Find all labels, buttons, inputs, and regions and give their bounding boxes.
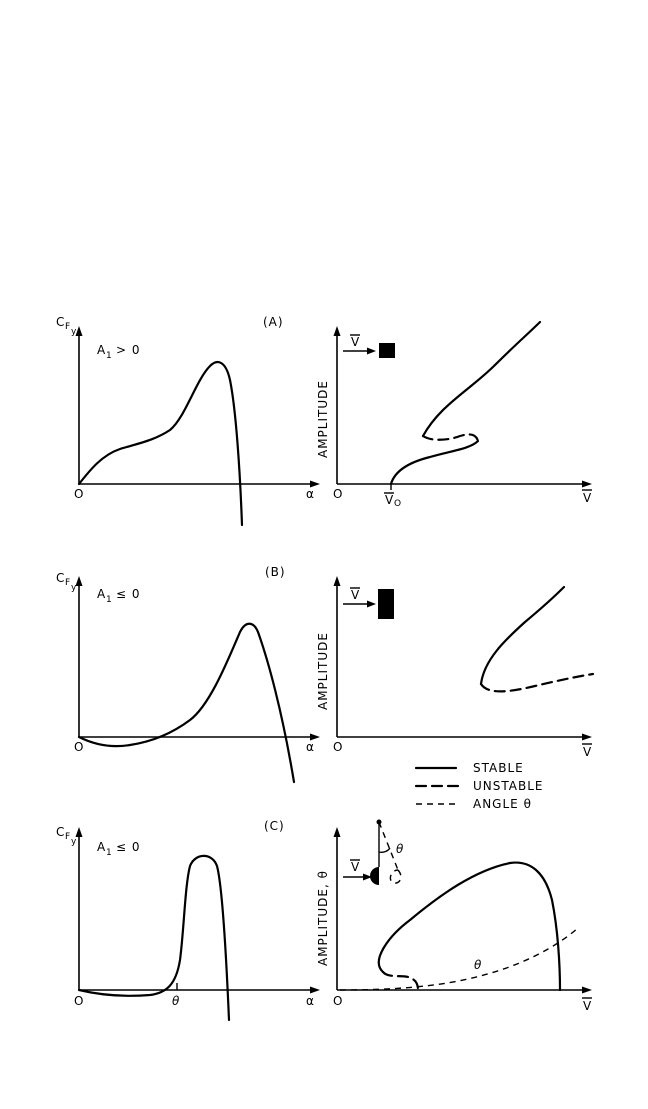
panel-a-unstable-branch <box>421 433 480 443</box>
panel-c-origin-right: O <box>333 994 343 1008</box>
panel-a-cfy-symbol: C <box>56 315 65 329</box>
panel-a-condition-a: A <box>97 343 106 357</box>
panel-b-unstable-branch <box>479 672 595 693</box>
panel-a-condition-rest: > 0 <box>116 343 141 357</box>
panel-c: C F y A 1 ≤ 0 O θ α (C) AMPLITUDE, θ V <box>56 819 592 1022</box>
panel-b-cfy-alpha-axes <box>75 576 320 741</box>
panel-b-alpha-label: α <box>306 740 315 754</box>
panel-c-theta-sketch-label: θ <box>396 842 404 856</box>
panel-c-cfy-alpha-axes <box>75 827 320 994</box>
panel-c-cfy-curve <box>77 854 231 1022</box>
panel-c-condition-a: A <box>97 840 106 854</box>
panel-c-cfy-sub-y: y <box>71 837 77 847</box>
panel-a-alpha-label: α <box>306 487 315 501</box>
panel-a-v0-label: V <box>385 493 394 507</box>
panel-b-amplitude-axes <box>333 576 592 741</box>
panel-b-cfy-symbol: C <box>56 571 65 585</box>
panel-a-amplitude-label: AMPLITUDE <box>316 380 330 458</box>
panel-b-tag: (B) <box>265 565 286 579</box>
panel-c-condition-rest: ≤ 0 <box>116 840 141 854</box>
panel-b-cfy-sub-f: F <box>65 578 70 588</box>
panel-a-condition-sub: 1 <box>106 351 112 361</box>
panel-c-stable-branch <box>377 861 562 992</box>
panel-a-stable-lower-branch <box>389 439 480 486</box>
panel-c-amplitude-label: AMPLITUDE, θ <box>316 870 330 966</box>
panel-c-vbar-label: V <box>583 999 592 1013</box>
panel-b-cfy-sub-y: y <box>71 583 77 593</box>
panel-c-unstable-branch <box>381 970 420 992</box>
panel-c-theta-label: θ <box>172 994 180 1008</box>
panel-b: C F y A 1 ≤ 0 O α (B) AMPLITUDE V O V <box>56 565 595 784</box>
panel-b-flow-arrowhead <box>367 600 376 608</box>
panel-c-tag: (C) <box>264 819 285 833</box>
panel-b-condition-sub: 1 <box>106 595 112 605</box>
panel-b-origin: O <box>74 740 84 754</box>
panel-b-cfy-curve <box>77 622 296 784</box>
panel-a-flow-v: V <box>351 335 360 349</box>
panel-a-vbar-label: V <box>583 491 592 505</box>
panel-a-cfy-sub-f: F <box>65 322 70 332</box>
panel-a: C F y A 1 > 0 O α (A) AMPLITUDE V O V O … <box>56 315 592 527</box>
panel-c-cfy-sub-f: F <box>65 832 70 842</box>
panel-c-condition-sub: 1 <box>106 848 112 858</box>
legend: STABLE UNSTABLE ANGLE θ <box>414 761 543 811</box>
legend-unstable-label: UNSTABLE <box>473 779 543 793</box>
panel-c-theta-curve-label: θ <box>474 958 482 972</box>
panel-b-amplitude-label: AMPLITUDE <box>316 632 330 710</box>
panel-b-origin-right: O <box>333 740 343 754</box>
legend-angle-label: ANGLE θ <box>473 797 532 811</box>
panel-a-cfy-sub-y: y <box>71 327 77 337</box>
panel-c-cfy-symbol: C <box>56 825 65 839</box>
panel-c-alpha-label: α <box>306 994 315 1008</box>
panel-a-cfy-alpha-axes <box>75 326 320 488</box>
panel-c-origin: O <box>74 994 84 1008</box>
panel-b-condition-rest: ≤ 0 <box>116 587 141 601</box>
panel-a-cfy-curve <box>77 361 244 527</box>
panel-c-theta-curve <box>339 927 579 991</box>
panel-a-flow-arrowhead <box>367 347 376 355</box>
panel-b-condition-a: A <box>97 587 106 601</box>
panel-c-pendulum-sketch <box>370 819 402 885</box>
panel-c-flow-v: V <box>351 860 360 874</box>
panel-b-rect-body <box>378 589 394 619</box>
legend-stable-label: STABLE <box>473 761 524 775</box>
panel-a-amplitude-axes <box>333 326 592 488</box>
panel-a-origin-right: O <box>333 487 343 501</box>
panel-a-v0-sub: O <box>394 499 401 509</box>
panel-a-square-body <box>379 343 395 358</box>
panel-b-stable-branch <box>479 585 566 686</box>
panel-c-flow-arrowhead <box>363 873 372 881</box>
panel-b-flow-v: V <box>351 588 360 602</box>
panel-a-stable-upper-branch <box>421 320 542 438</box>
panel-a-origin: O <box>74 487 84 501</box>
panel-b-vbar-label: V <box>583 745 592 759</box>
panel-a-tag: (A) <box>263 315 284 329</box>
